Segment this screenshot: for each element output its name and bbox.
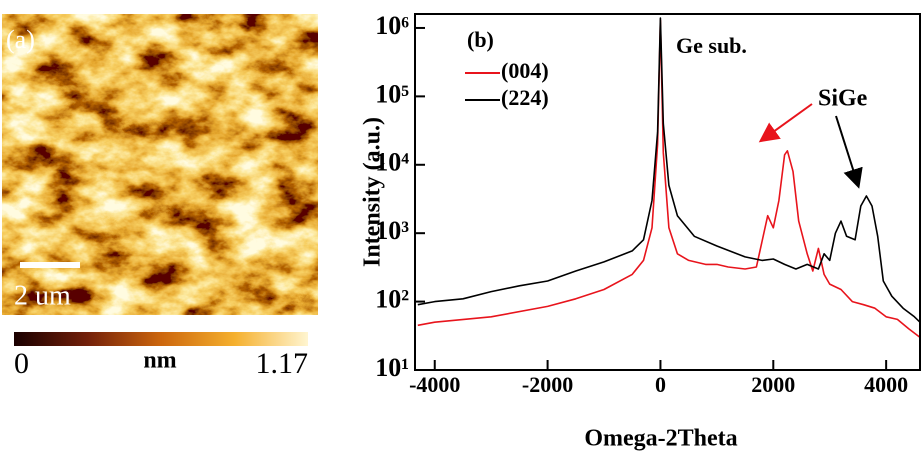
arrow <box>835 115 863 189</box>
legend-label: (004) <box>501 58 549 83</box>
annotation: SiGe <box>818 86 868 112</box>
series-line <box>417 19 920 339</box>
x-axis-title: Omega-2Theta <box>584 426 737 452</box>
x-tick-label: -2000 <box>522 372 573 397</box>
afm-image <box>2 14 318 315</box>
y-tick-label: 10² <box>375 285 409 314</box>
x-tick-label: 0 <box>655 372 666 397</box>
scale-bar-label: 2 um <box>14 280 71 311</box>
axes-frame <box>414 13 921 371</box>
y-tick-label: 10¹ <box>375 353 409 382</box>
colorbar-unit: nm <box>143 348 176 374</box>
y-axis-title: Intensity (a.u.) <box>360 117 386 267</box>
y-tick-label: 10³ <box>375 216 409 245</box>
x-tick-label: 4000 <box>864 372 908 397</box>
x-tick-label: -4000 <box>409 372 460 397</box>
x-tick-label: 2000 <box>751 372 795 397</box>
arrow <box>758 103 813 143</box>
colorbar-max: 1.17 <box>256 347 309 380</box>
legend-label: (224) <box>501 85 549 110</box>
series-line <box>417 17 920 323</box>
y-tick-label: 10⁶ <box>375 11 409 40</box>
colorbar <box>14 332 308 346</box>
annotation: Ge sub. <box>676 33 747 58</box>
scale-bar <box>20 262 80 268</box>
colorbar-min: 0 <box>14 347 29 380</box>
panel-label: (a) <box>6 25 35 54</box>
panel-label: (b) <box>467 27 494 52</box>
y-tick-label: 10⁵ <box>375 79 409 108</box>
plot: (004)(224) 10¹ 10² 10³ 10⁴ 10⁵ 10⁶ -4000 -2000 0 2… <box>375 11 921 397</box>
y-tick-label: 10⁴ <box>375 148 409 177</box>
